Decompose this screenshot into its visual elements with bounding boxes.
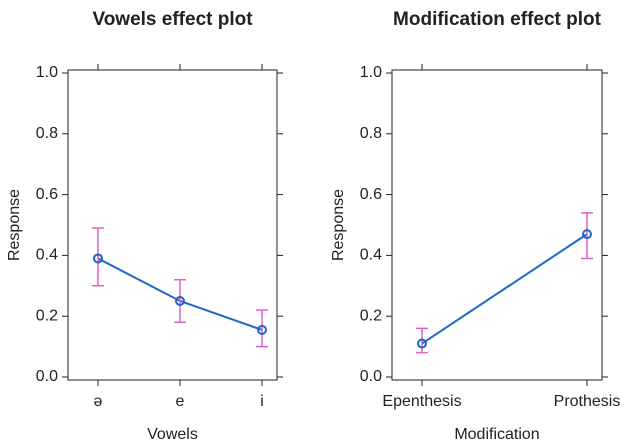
y-tick-label: 1.0 (36, 64, 58, 81)
y-tick-label: 1.0 (360, 64, 382, 81)
chart-title: Modification effect plot (393, 9, 602, 30)
y-tick-label: 0.4 (36, 247, 58, 264)
x-tick-label: ə (94, 393, 103, 410)
y-tick-label: 0.6 (36, 186, 58, 203)
y-tick-label: 0.0 (360, 368, 382, 385)
y-tick-label: 0.8 (36, 125, 58, 142)
error-bar (581, 212, 593, 260)
x-tick-label: e (176, 393, 185, 410)
plot-frame (391, 69, 603, 381)
x-axis-label: Modification (454, 426, 539, 443)
point (417, 338, 427, 349)
y-tick-label: 0.8 (360, 125, 382, 142)
y-tick-label: 0.4 (360, 247, 382, 264)
y-axis-label: Response (330, 189, 347, 261)
point (582, 229, 592, 240)
x-axis-label: Vowels (147, 426, 198, 443)
error-bar (92, 227, 104, 287)
y-axis-label: Response (6, 189, 23, 261)
y-tick-label: 0.2 (360, 307, 382, 324)
point (257, 324, 267, 335)
chart-title: Vowels effect plot (92, 9, 253, 30)
x-tick-label: Prothesis (554, 393, 621, 410)
error-bar (256, 309, 268, 348)
x-tick-label: i (260, 393, 264, 410)
point (175, 296, 185, 306)
y-tick-label: 0.0 (36, 368, 58, 385)
plot-frame (67, 69, 278, 381)
x-tick-label: Epenthesis (382, 393, 461, 410)
y-tick-label: 0.6 (360, 186, 382, 203)
line (421, 233, 588, 345)
point (93, 253, 103, 264)
error-bar (174, 278, 186, 324)
y-tick-label: 0.2 (36, 307, 58, 324)
